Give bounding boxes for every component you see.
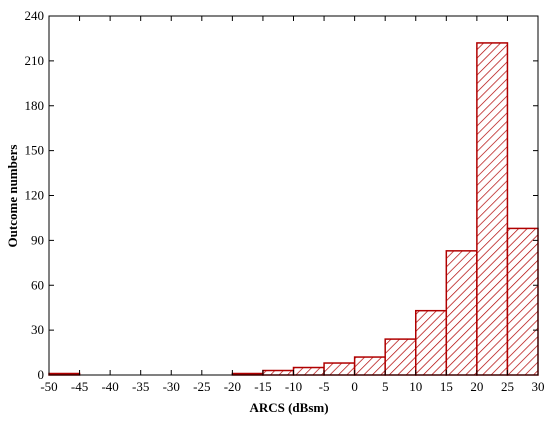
- y-tick-label: 120: [25, 188, 45, 203]
- x-tick-label: -15: [254, 379, 271, 394]
- histogram-bars: [48, 42, 539, 376]
- y-tick-label: 210: [25, 53, 45, 68]
- y-tick-label: 0: [38, 367, 45, 382]
- x-tick-label: -10: [285, 379, 302, 394]
- x-tick-label: -45: [71, 379, 88, 394]
- y-axis-label: Outcome numbers: [5, 145, 20, 248]
- ticks: -50 -45 -40 -35 -30 -25 -20 -15 -10 -5 0 5 10 15 20 25 3…: [25, 8, 545, 394]
- x-tick-label: -25: [193, 379, 210, 394]
- x-tick-label: 20: [470, 379, 483, 394]
- histogram-bar: [262, 369, 295, 376]
- y-tick-label: 240: [25, 8, 45, 23]
- x-tick-label: -35: [132, 379, 149, 394]
- x-axis-label: ARCS (dBsm): [249, 400, 328, 415]
- histogram-bar: [445, 250, 478, 376]
- x-tick-label: -40: [101, 379, 118, 394]
- y-tick-label: 150: [25, 143, 45, 158]
- histogram-bar: [415, 309, 448, 376]
- histogram-bar: [353, 356, 386, 376]
- x-tick-label: -20: [224, 379, 241, 394]
- x-tick-label: 5: [382, 379, 389, 394]
- y-tick-label: 90: [31, 232, 44, 247]
- x-tick-label: 25: [501, 379, 514, 394]
- x-tick-label: -30: [163, 379, 180, 394]
- x-tick-label: 30: [532, 379, 545, 394]
- histogram-bar: [323, 362, 356, 376]
- histogram-bar: [506, 227, 539, 376]
- x-tick-label: 0: [351, 379, 358, 394]
- y-tick-label: 30: [31, 322, 44, 337]
- histogram-bar: [292, 366, 325, 376]
- y-tick-label: 60: [31, 277, 44, 292]
- x-tick-label: 15: [440, 379, 453, 394]
- histogram-bar: [476, 42, 509, 376]
- y-tick-label: 180: [25, 98, 45, 113]
- x-tick-label: 10: [409, 379, 422, 394]
- x-tick-label: -5: [319, 379, 330, 394]
- x-tick-label: -50: [40, 379, 57, 394]
- histogram-bar: [384, 338, 417, 376]
